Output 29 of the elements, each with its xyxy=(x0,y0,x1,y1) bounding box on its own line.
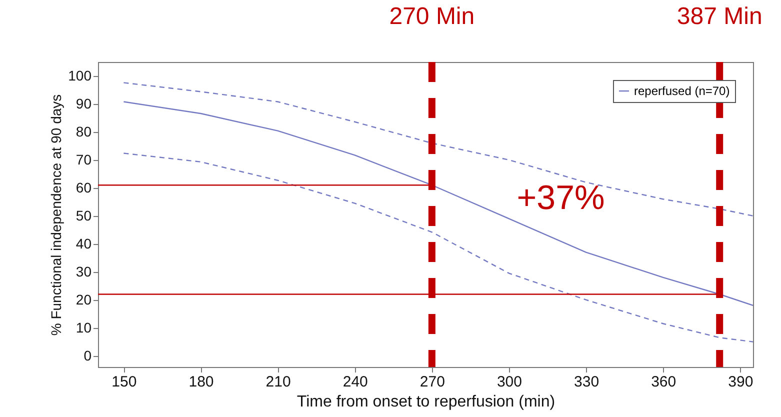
y-tick-label: 90 xyxy=(76,95,92,112)
y-tick-label: 50 xyxy=(76,207,92,224)
y-tick-label: 70 xyxy=(76,151,92,168)
y-tick-label: 40 xyxy=(76,235,92,252)
line-series xyxy=(123,101,753,306)
legend-label: reperfused (n=70) xyxy=(634,84,730,98)
x-tick-label: 270 xyxy=(420,374,445,390)
line-series xyxy=(123,82,753,216)
line-series xyxy=(123,152,753,342)
y-tick-label: 30 xyxy=(76,263,92,280)
y-axis-title: % Functional independence at 90 days xyxy=(48,94,64,336)
y-tick-label: 0 xyxy=(84,347,92,364)
x-tick-label: 390 xyxy=(728,374,754,390)
y-tick-label: 100 xyxy=(68,67,92,84)
x-axis-title: Time from onset to reperfusion (min) xyxy=(296,394,556,410)
x-tick-label: 240 xyxy=(342,374,368,390)
text: 387 Min xyxy=(676,3,762,30)
y-tick-label: 10 xyxy=(76,319,92,336)
x-tick-label: 210 xyxy=(266,374,291,390)
x-tick-label: 330 xyxy=(574,374,600,390)
y-tick-label: 80 xyxy=(76,123,92,140)
x-tick-label: 360 xyxy=(651,374,676,390)
y-tick-label: 60 xyxy=(76,179,92,196)
x-tick-label: 300 xyxy=(496,374,522,390)
x-tick-label: 150 xyxy=(112,374,137,390)
x-tick-label: 180 xyxy=(188,374,214,390)
y-tick-label: 20 xyxy=(76,291,92,308)
text: 270 Min xyxy=(389,3,475,30)
annotation: +37% xyxy=(516,179,605,217)
